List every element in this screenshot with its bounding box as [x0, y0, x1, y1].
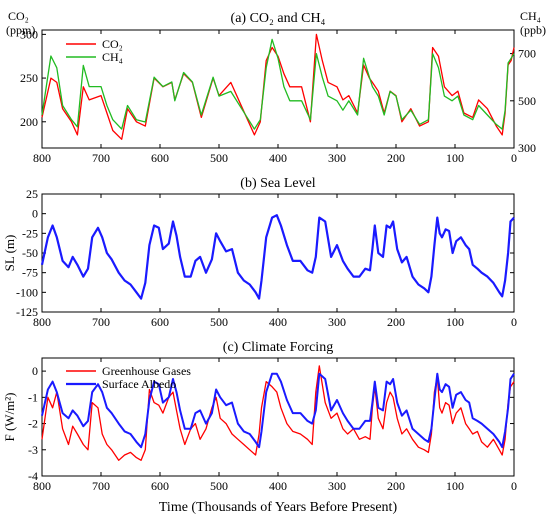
x-tick-label: 300: [328, 151, 346, 165]
co2-axis-title: CO₂ (ppm): [6, 9, 35, 37]
series-greenhouse-gases: [41, 365, 515, 461]
panel-a-title: (a) CO₂ and CH₄: [231, 11, 326, 26]
x-axis-label: Time (Thousands of Years Before Present): [159, 500, 398, 515]
y-tick-label: -50: [22, 246, 38, 260]
y-tick-label: -2: [28, 417, 38, 431]
y-tick-label: 250: [20, 71, 38, 85]
y-tick-label: -125: [16, 305, 38, 319]
y-tick-label: 0: [32, 364, 38, 378]
legend-label: Surface Albedo: [102, 377, 176, 391]
x-tick-label: 800: [33, 151, 51, 165]
x-tick-label: 600: [151, 151, 169, 165]
x-tick-label: 100: [446, 479, 464, 493]
x-tick-label: 0: [511, 151, 517, 165]
series-co: [41, 33, 515, 140]
x-tick-label: 500: [210, 479, 228, 493]
series-surface-albedo: [41, 372, 515, 449]
panel-b-title: (b) Sea Level: [240, 176, 316, 191]
y-tick-label: 200: [20, 115, 38, 129]
x-tick-label: 100: [446, 151, 464, 165]
y-tick-label: 25: [26, 187, 38, 201]
x-tick-label: 500: [210, 151, 228, 165]
x-tick-label: 800: [33, 315, 51, 329]
legend-label: CO₂: [102, 37, 123, 51]
y-tick-label: 300: [20, 27, 38, 41]
x-tick-label: 0: [511, 479, 517, 493]
x-tick-label: 300: [328, 479, 346, 493]
x-tick-label: 800: [33, 479, 51, 493]
legend-label: Greenhouse Gases: [102, 364, 191, 378]
x-tick-label: 600: [151, 479, 169, 493]
x-tick-label: 300: [328, 315, 346, 329]
y-tick-label: -4: [28, 469, 38, 483]
x-tick-label: 500: [210, 315, 228, 329]
legend-label: CH₄: [102, 50, 123, 64]
x-tick-label: 700: [92, 479, 110, 493]
x-tick-label: 200: [387, 151, 405, 165]
panel-b-frame: [41, 193, 515, 313]
y-right-tick-label: 300: [518, 141, 536, 155]
x-tick-label: 200: [387, 315, 405, 329]
y-right-tick-label: 500: [518, 94, 536, 108]
y-tick-label: 0: [32, 207, 38, 221]
y-right-tick-label: 700: [518, 47, 536, 61]
forcing-ylabel: F (W/m²): [2, 392, 17, 441]
x-tick-label: 700: [92, 315, 110, 329]
y-tick-label: -1: [28, 390, 38, 404]
series-b-sea-level: [40, 214, 515, 300]
ch4-axis-title: CH₄ (ppb): [520, 9, 546, 37]
x-tick-label: 200: [387, 479, 405, 493]
x-tick-label: 400: [269, 151, 287, 165]
panel-c-title: (c) Climate Forcing: [223, 340, 333, 355]
y-tick-label: -75: [22, 266, 38, 280]
x-tick-label: 0: [511, 315, 517, 329]
y-tick-label: -3: [28, 443, 38, 457]
series-ch: [41, 38, 515, 130]
series-layer: [40, 33, 515, 461]
x-tick-label: 100: [446, 315, 464, 329]
sea-level-ylabel: SL (m): [2, 235, 17, 272]
y-tick-label: -100: [16, 285, 38, 299]
x-tick-label: 400: [269, 315, 287, 329]
ticks-layer: 800 700 600 500 400 300 200 100 0200250300300500…: [16, 27, 536, 493]
x-tick-label: 700: [92, 151, 110, 165]
y-tick-label: -25: [22, 226, 38, 240]
x-tick-label: 400: [269, 479, 287, 493]
x-tick-label: 600: [151, 315, 169, 329]
